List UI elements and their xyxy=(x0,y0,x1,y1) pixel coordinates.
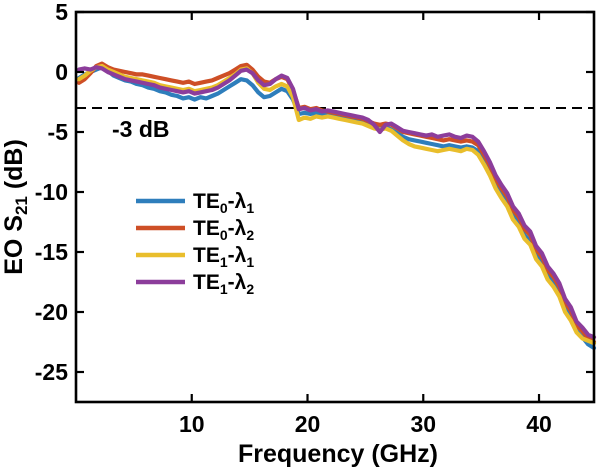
series-line-0 xyxy=(76,65,597,351)
x-tick-label: 10 xyxy=(179,411,205,437)
threshold-label: -3 dB xyxy=(112,116,170,142)
y-tick-label: -15 xyxy=(35,239,68,265)
legend-label-3: TE1-λ2 xyxy=(193,271,254,297)
y-axis-label: EO S21 (dB) xyxy=(0,139,31,275)
x-axis-label: Frequency (GHz) xyxy=(238,440,438,468)
y-tick-label: -5 xyxy=(48,119,69,145)
legend-label-2: TE1-λ1 xyxy=(193,244,254,270)
axes-box xyxy=(74,10,596,404)
y-tick-label: -10 xyxy=(35,179,68,205)
y-tick-label: -25 xyxy=(35,359,68,385)
x-tick-label: 40 xyxy=(526,411,552,437)
x-tick-label: 30 xyxy=(410,411,436,437)
y-tick-label: 0 xyxy=(55,59,68,85)
series-line-3 xyxy=(76,65,597,340)
series-line-2 xyxy=(76,63,597,346)
y-tick-label: -20 xyxy=(35,299,68,325)
legend-label-1: TE0-λ2 xyxy=(193,217,254,243)
x-tick-label: 20 xyxy=(295,411,321,437)
legend-label-0: TE0-λ1 xyxy=(193,190,254,216)
y-tick-label: 5 xyxy=(55,0,68,25)
